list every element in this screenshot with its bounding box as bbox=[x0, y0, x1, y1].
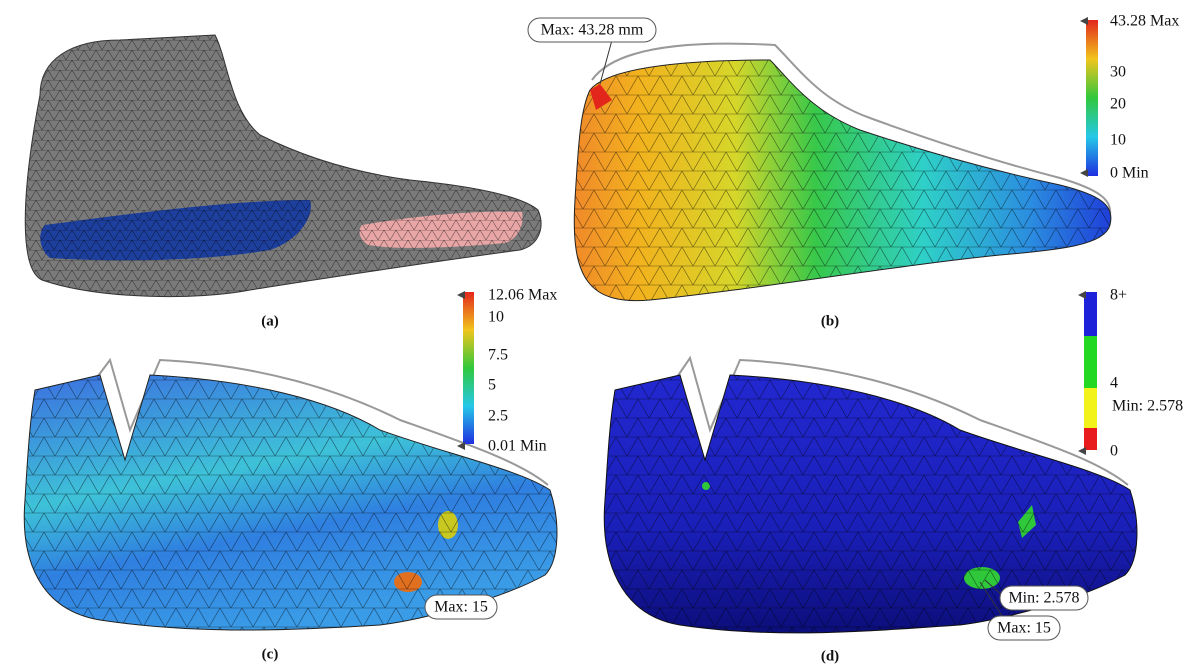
colorbar-label: 30 bbox=[1110, 64, 1126, 81]
colorbar bbox=[463, 292, 474, 444]
colorbar-label: 8+ bbox=[1110, 287, 1127, 304]
colorbar-label: Min: 2.578 bbox=[1112, 398, 1183, 415]
colorbar-label: 0 bbox=[1110, 443, 1118, 460]
colorbar-pointer bbox=[1080, 17, 1088, 25]
figure: (a) Max: 43.28 mm 43.28 Max 30 20 10 0 Min (… bbox=[0, 0, 1191, 666]
colorbar-label: 7.5 bbox=[488, 347, 508, 364]
mesh-overlay bbox=[574, 60, 1111, 301]
colorbar-label: 10 bbox=[488, 309, 504, 326]
colorbar-label: 12.06 Max bbox=[488, 287, 557, 304]
colorbar bbox=[1086, 20, 1098, 176]
colorbar-label: 0.01 Min bbox=[488, 438, 547, 455]
callout: Max: 43.28 mm bbox=[541, 22, 644, 39]
caption: (c) bbox=[262, 646, 279, 662]
panel-c: Max: 15 12.06 Max 10 7.5 5 2.5 0.01 Min (c) bbox=[24, 287, 557, 663]
panel-b: Max: 43.28 mm 43.28 Max 30 20 10 0 Min (b) bbox=[528, 13, 1179, 330]
panel-d: Min: 2.578 Max: 15 8+ 4 Min: 2.578 0 (d) bbox=[604, 287, 1183, 665]
caption: (d) bbox=[821, 648, 839, 664]
colorbar-pointer bbox=[1078, 447, 1086, 455]
colorbar-segment bbox=[1084, 336, 1097, 388]
callout: Max: 15 bbox=[997, 620, 1051, 637]
colorbar-label: 5 bbox=[488, 377, 496, 394]
colorbar-label: 20 bbox=[1110, 96, 1126, 113]
colorbar-pointer bbox=[457, 442, 465, 450]
colorbar-segment bbox=[1084, 428, 1097, 450]
panel-a: (a) bbox=[25, 35, 541, 329]
colorbar-label: 10 bbox=[1110, 132, 1126, 149]
callout: Max: 15 bbox=[434, 599, 488, 616]
colorbar-pointer bbox=[1078, 291, 1086, 299]
caption: (b) bbox=[821, 313, 839, 329]
colorbar-label: 43.28 Max bbox=[1110, 13, 1179, 30]
colorbar-label: 2.5 bbox=[488, 408, 508, 425]
colorbar-label: 4 bbox=[1110, 375, 1118, 392]
mesh-overlay bbox=[24, 375, 557, 630]
colorbar-label: 0 Min bbox=[1110, 165, 1149, 182]
callout: Min: 2.578 bbox=[1008, 590, 1079, 607]
colorbar-segment bbox=[1084, 388, 1097, 428]
colorbar-pointer bbox=[457, 291, 465, 299]
mesh-overlay bbox=[25, 35, 541, 297]
colorbar-pointer bbox=[1080, 169, 1088, 177]
caption: (a) bbox=[261, 313, 279, 329]
